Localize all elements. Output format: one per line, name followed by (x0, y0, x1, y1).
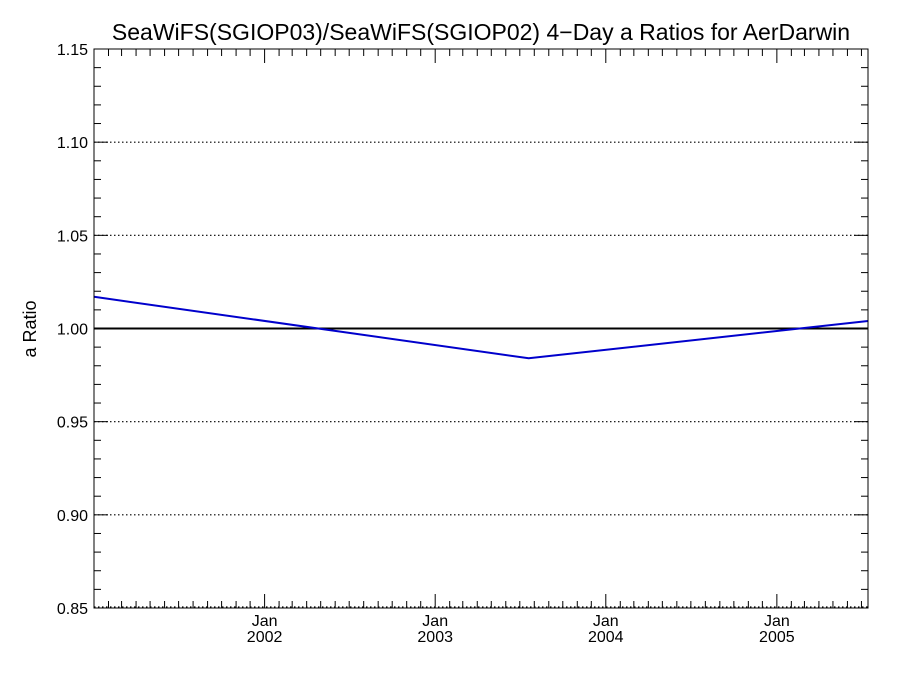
y-tick-label: 0.90 (57, 508, 88, 525)
gridlines (94, 141, 868, 608)
series-line (93, 295, 869, 360)
y-axis-label: a Ratio (20, 300, 40, 357)
y-tick-label: 1.15 (57, 42, 88, 59)
x-tick-label-month: Jan (593, 613, 619, 630)
y-tick-label: 1.05 (57, 228, 88, 245)
y-tick-label: 1.10 (57, 135, 88, 152)
x-tick-label-month: Jan (252, 613, 278, 630)
y-tick-labels: 0.85 0.90 0.95 1.00 1.05 1.10 1.15 (57, 42, 88, 618)
plot-frame (93, 48, 869, 609)
x-tick-label-year: 2004 (588, 629, 624, 646)
chart-title: SeaWiFS(SGIOP03)/SeaWiFS(SGIOP02) 4−Day … (112, 19, 850, 45)
x-tick-label-year: 2005 (759, 629, 795, 646)
series-layer (93, 295, 869, 360)
y-tick-label: 0.85 (57, 601, 88, 618)
x-tick-label-month: Jan (764, 613, 790, 630)
x-tick-label-year: 2003 (417, 629, 453, 646)
x-tick-label-year: 2002 (247, 629, 283, 646)
y-tick-label: 1.00 (57, 322, 88, 339)
y-tick-label: 0.95 (57, 415, 88, 432)
x-tick-label-month: Jan (422, 613, 448, 630)
